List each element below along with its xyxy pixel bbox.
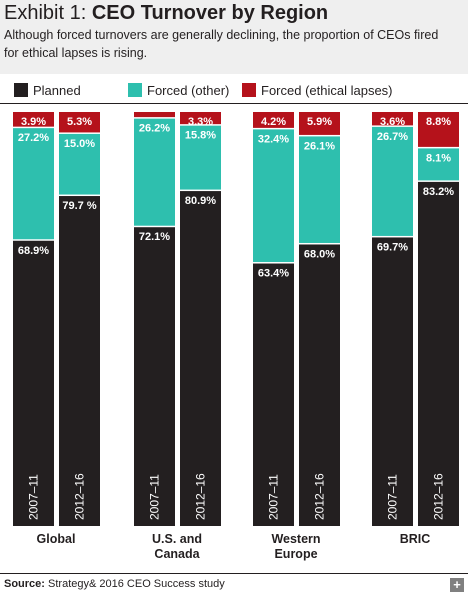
data-label-planned: 68.0%	[304, 248, 335, 260]
period-label: 2012–16	[313, 473, 327, 520]
data-label-forced-ethical: 4.2%	[261, 116, 286, 128]
data-label-planned: 79.7 %	[62, 200, 96, 212]
bar-segment-forced-other	[13, 128, 54, 240]
bar-segment-forced-other	[253, 129, 294, 263]
bar-segment-planned	[59, 196, 100, 526]
bar-segment-planned	[253, 263, 294, 526]
legend-swatch-forced-other	[128, 83, 142, 97]
bar-segment-planned	[134, 227, 175, 526]
data-label-forced-ethical: 3.3%	[188, 116, 213, 128]
bar-segment-forced-ethical	[418, 112, 459, 147]
data-label-forced-other: 26.1%	[304, 140, 335, 152]
page-subtitle: Although forced turnovers are generally …	[4, 28, 439, 60]
data-label-forced-other: 15.8%	[185, 130, 216, 142]
period-label: 2012–16	[194, 473, 208, 520]
plus-icon[interactable]: +	[450, 578, 464, 592]
data-label-planned: 83.2%	[423, 186, 454, 198]
period-label: 2007–11	[386, 474, 400, 520]
bar-segment-forced-ethical	[180, 112, 221, 125]
bar-segment-planned	[13, 240, 54, 526]
data-label-forced-other: 15.0%	[64, 138, 95, 150]
title-prefix: Exhibit 1:	[4, 2, 87, 24]
period-label: 2007–11	[27, 474, 41, 520]
bar-segment-forced-other	[59, 133, 100, 195]
data-label-forced-ethical: 3.6%	[380, 116, 405, 128]
period-label: 2012–16	[73, 473, 87, 520]
source-note: Source: Strategy& 2016 CEO Success study	[4, 578, 225, 590]
period-label: 2007–11	[267, 474, 281, 520]
source-text: Strategy& 2016 CEO Success study	[48, 578, 225, 590]
bar-segment-forced-ethical	[253, 112, 294, 128]
data-label-forced-other: 27.2%	[18, 132, 49, 144]
data-label-planned: 80.9%	[185, 195, 216, 207]
legend-swatch-forced-ethical	[242, 83, 256, 97]
stacked-bar-chart: 3.9% 27.2% 68.9% 2007–11 5.3% 15.0% 79.7 % 2012…	[13, 112, 459, 527]
legend-swatch-planned	[14, 83, 28, 97]
bar-segment-forced-other	[134, 118, 175, 226]
title-main: CEO Turnover by Region	[91, 2, 329, 24]
legend-item-planned: Planned	[14, 80, 81, 100]
legend-label-planned: Planned	[33, 82, 81, 98]
data-label-forced-other: 26.2%	[139, 123, 170, 135]
footer-divider	[0, 573, 468, 574]
data-label-forced-other: 26.7%	[377, 131, 408, 143]
legend-item-forced-other: Forced (other)	[128, 80, 229, 100]
data-label-forced-ethical: 5.9%	[307, 116, 332, 128]
bar-segment-forced-ethical	[372, 112, 413, 126]
group-label-global: Global	[36, 532, 76, 546]
period-label: 2012–16	[432, 473, 446, 520]
data-label-forced-ethical: 8.8%	[426, 116, 451, 128]
legend-divider	[0, 103, 468, 104]
bar-segment-planned	[180, 191, 221, 526]
chart-legend: Planned Forced (other) Forced (ethical l…	[0, 80, 468, 100]
bar-segment-forced-ethical	[299, 112, 340, 135]
bar-segment-forced-ethical	[134, 112, 175, 118]
data-label-planned: 69.7%	[377, 241, 408, 253]
data-label-forced-other: 8.1%	[426, 152, 451, 164]
source-label: Source:	[4, 578, 45, 590]
period-label: 2007–11	[148, 474, 162, 520]
bar-segment-forced-other	[418, 148, 459, 181]
data-label-planned: 68.9%	[18, 245, 49, 257]
page-title: Exhibit 1: CEO Turnover by Region	[4, 1, 328, 25]
legend-item-forced-ethical: Forced (ethical lapses)	[242, 80, 393, 100]
group-label-western-europe: Western Europe	[271, 532, 321, 561]
group-label-us-canada: U.S. and Canada	[151, 532, 202, 561]
bar-segment-forced-other	[180, 125, 221, 190]
data-label-forced-ethical: 5.3%	[67, 116, 92, 128]
legend-label-forced-other: Forced (other)	[147, 82, 230, 98]
bar-segment-forced-other	[372, 126, 413, 236]
bar-segment-planned	[299, 244, 340, 527]
data-label-planned: 63.4%	[258, 268, 289, 280]
bar-segment-forced-ethical	[59, 112, 100, 133]
header: Exhibit 1: CEO Turnover by Region Althou…	[0, 0, 468, 74]
legend-label-forced-ethical: Forced (ethical lapses)	[261, 82, 393, 98]
bar-segment-forced-other	[299, 136, 340, 243]
bar-segment-planned	[372, 237, 413, 526]
bar-segment-forced-ethical	[13, 112, 54, 127]
bar-segment-planned	[418, 181, 459, 526]
data-label-planned: 72.1%	[139, 231, 170, 243]
data-label-forced-ethical: 3.9%	[21, 116, 46, 128]
group-label-bric: BRIC	[399, 532, 431, 546]
data-label-forced-other: 32.4%	[258, 133, 289, 145]
